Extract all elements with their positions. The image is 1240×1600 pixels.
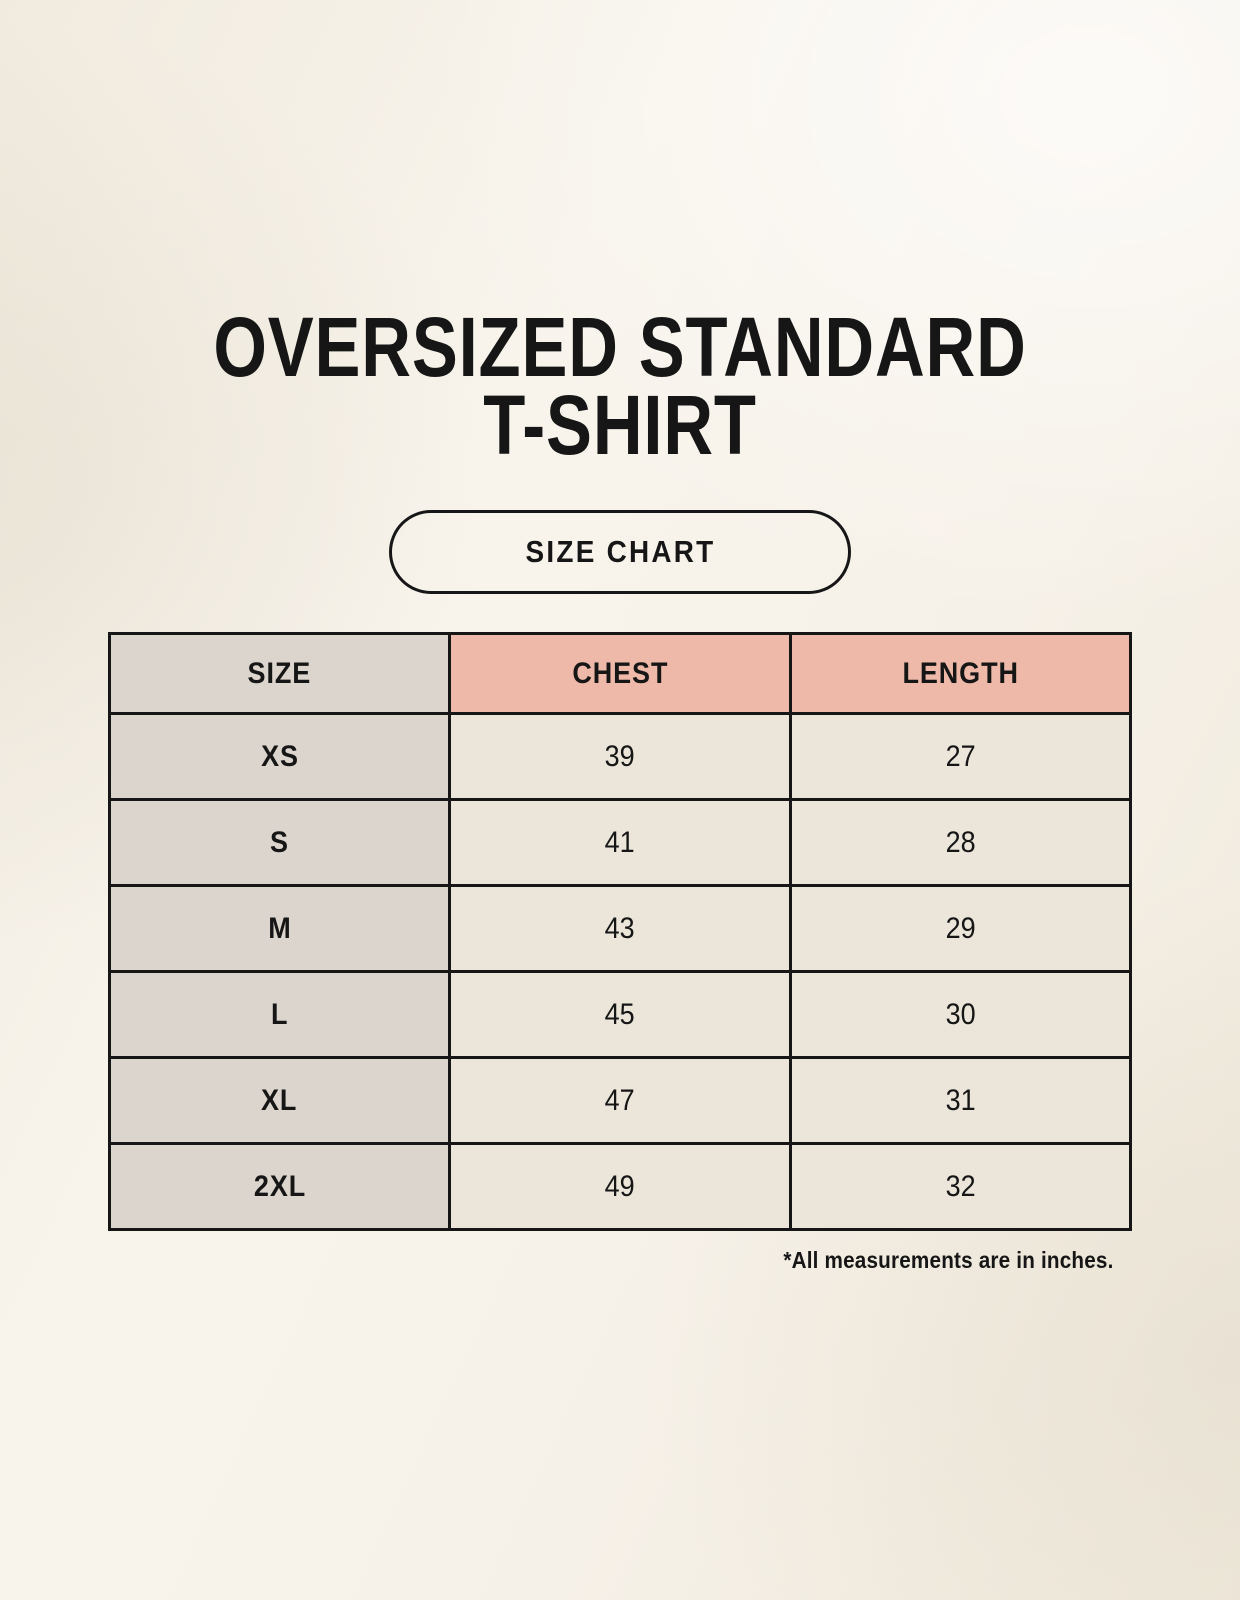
table-row: XL 47 31 bbox=[107, 1056, 1133, 1146]
table-row: XS 39 27 bbox=[107, 712, 1133, 802]
column-header-chest: CHEST bbox=[448, 632, 792, 716]
cell-chest: 49 bbox=[448, 1142, 792, 1232]
table-row: 2XL 49 32 bbox=[107, 1142, 1133, 1232]
cell-size: XL bbox=[107, 1056, 452, 1146]
column-header-length: LENGTH bbox=[788, 632, 1133, 716]
cell-size: S bbox=[107, 798, 452, 888]
size-table: SIZE CHEST LENGTH XS 39 27 S 41 28 M 43 … bbox=[107, 632, 1133, 1232]
cell-chest: 47 bbox=[448, 1056, 792, 1146]
column-header-size: SIZE bbox=[107, 632, 452, 716]
page-title-line1: OVERSIZED STANDARD bbox=[213, 300, 1027, 394]
size-table-body: XS 39 27 S 41 28 M 43 29 L 45 30 XL 47 3… bbox=[107, 712, 1133, 1232]
cell-chest: 43 bbox=[448, 884, 792, 974]
cell-chest: 39 bbox=[448, 712, 792, 802]
cell-length: 29 bbox=[788, 884, 1133, 974]
cell-length: 30 bbox=[788, 970, 1133, 1060]
cell-length: 32 bbox=[788, 1142, 1133, 1232]
cell-size: XS bbox=[107, 712, 452, 802]
cell-chest: 45 bbox=[448, 970, 792, 1060]
measurements-footnote: *All measurements are in inches. bbox=[783, 1247, 1114, 1274]
cell-length: 31 bbox=[788, 1056, 1133, 1146]
cell-length: 28 bbox=[788, 798, 1133, 888]
size-table-header-row: SIZE CHEST LENGTH bbox=[107, 632, 1133, 716]
size-chart-button[interactable]: SIZE CHART bbox=[389, 510, 851, 595]
table-row: L 45 30 bbox=[107, 970, 1133, 1060]
table-row: S 41 28 bbox=[107, 798, 1133, 888]
cell-length: 27 bbox=[788, 712, 1133, 802]
table-row: M 43 29 bbox=[107, 884, 1133, 974]
page-title: OVERSIZED STANDARD T-SHIRT bbox=[112, 300, 1129, 473]
cell-size: L bbox=[107, 970, 452, 1060]
cell-size: 2XL bbox=[107, 1142, 452, 1232]
cell-size: M bbox=[107, 884, 452, 974]
page-title-line2: T-SHIRT bbox=[483, 378, 757, 473]
cell-chest: 41 bbox=[448, 798, 792, 888]
size-chart-button-label: SIZE CHART bbox=[525, 534, 715, 570]
